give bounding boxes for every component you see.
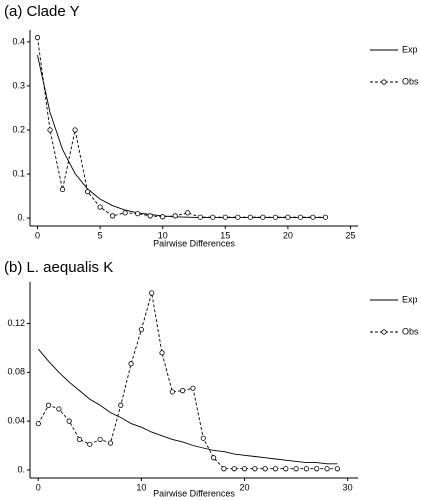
- data-point: [35, 420, 41, 427]
- y-tick-label: 0.08: [7, 367, 25, 377]
- data-point: [272, 214, 278, 220]
- chart-title: (b) L. aequalis K: [4, 259, 113, 276]
- data-point: [190, 385, 196, 391]
- data-point: [310, 214, 316, 220]
- x-tick-label: 20: [283, 230, 293, 240]
- data-point: [235, 214, 241, 220]
- x-tick-label: 5: [98, 230, 103, 240]
- data-point: [34, 34, 41, 41]
- x-tick-label: 10: [158, 230, 168, 240]
- series-line: [37, 37, 326, 218]
- x-tick-label: 10: [136, 482, 146, 492]
- data-point: [222, 214, 228, 220]
- data-point: [241, 466, 248, 472]
- legend-marker: [381, 79, 387, 85]
- legend-label: Obs: [402, 326, 419, 336]
- data-point: [252, 466, 258, 472]
- x-axis-label: Pairwise Differences: [153, 238, 235, 248]
- data-point: [118, 402, 124, 408]
- data-point: [147, 213, 153, 219]
- x-tick-label: 15: [220, 230, 230, 240]
- data-point: [169, 389, 175, 395]
- x-axis-label: Pairwise Differences: [153, 488, 235, 498]
- x-tick-label: 25: [345, 230, 355, 240]
- data-point: [56, 406, 62, 412]
- data-point: [210, 214, 216, 220]
- y-tick-label: 0.04: [7, 416, 25, 426]
- data-point: [247, 214, 253, 220]
- data-point: [314, 466, 320, 472]
- x-tick-label: 20: [240, 482, 250, 492]
- x-tick-label: 30: [343, 482, 353, 492]
- y-tick-label: 0.2: [12, 124, 25, 134]
- data-point: [72, 127, 78, 133]
- data-point: [185, 210, 191, 216]
- data-point: [59, 186, 66, 193]
- legend-label: Exp: [402, 294, 418, 304]
- y-tick-label: 0.: [17, 212, 25, 222]
- data-point: [128, 361, 134, 367]
- data-point: [260, 214, 266, 220]
- x-tick-label: 0: [36, 482, 41, 492]
- y-tick-label: 0.12: [7, 318, 25, 328]
- chart-title: (a) Clade Y: [4, 3, 80, 20]
- data-point: [87, 441, 93, 447]
- series-line: [37, 55, 326, 219]
- data-point: [303, 466, 310, 472]
- legend-marker: [381, 329, 387, 335]
- data-point: [122, 210, 128, 216]
- y-tick-label: 0.4: [12, 36, 25, 46]
- data-point: [107, 440, 114, 446]
- data-point: [97, 436, 103, 443]
- data-point: [334, 466, 340, 472]
- series-line: [37, 348, 338, 465]
- data-point: [172, 213, 178, 219]
- x-tick-label: 0: [35, 230, 40, 240]
- data-point: [293, 466, 299, 472]
- data-point: [231, 466, 237, 472]
- data-point: [135, 211, 141, 217]
- data-point: [138, 326, 144, 333]
- data-point: [197, 214, 203, 220]
- data-point: [97, 204, 103, 210]
- data-point: [285, 214, 291, 220]
- data-point: [149, 290, 155, 296]
- data-point: [160, 214, 166, 220]
- y-tick-label: 0.1: [12, 168, 25, 178]
- data-point: [200, 435, 206, 441]
- y-tick-label: 0.: [17, 464, 25, 474]
- series-line: [37, 292, 338, 470]
- data-point: [76, 436, 83, 443]
- data-point: [110, 213, 116, 219]
- data-point: [297, 214, 304, 220]
- data-point: [272, 466, 279, 472]
- data-point: [262, 466, 268, 472]
- data-point: [322, 214, 329, 220]
- data-point: [84, 189, 91, 195]
- data-point: [45, 402, 52, 408]
- data-point: [66, 418, 72, 424]
- legend-label: Obs: [402, 76, 419, 86]
- y-tick-label: 0.3: [12, 80, 25, 90]
- data-point: [180, 388, 186, 394]
- legend-label: Exp: [402, 44, 418, 54]
- data-point: [159, 350, 165, 356]
- data-point: [210, 455, 217, 461]
- data-point: [283, 466, 289, 472]
- data-point: [324, 466, 330, 472]
- data-point: [221, 466, 227, 472]
- data-point: [47, 127, 53, 133]
